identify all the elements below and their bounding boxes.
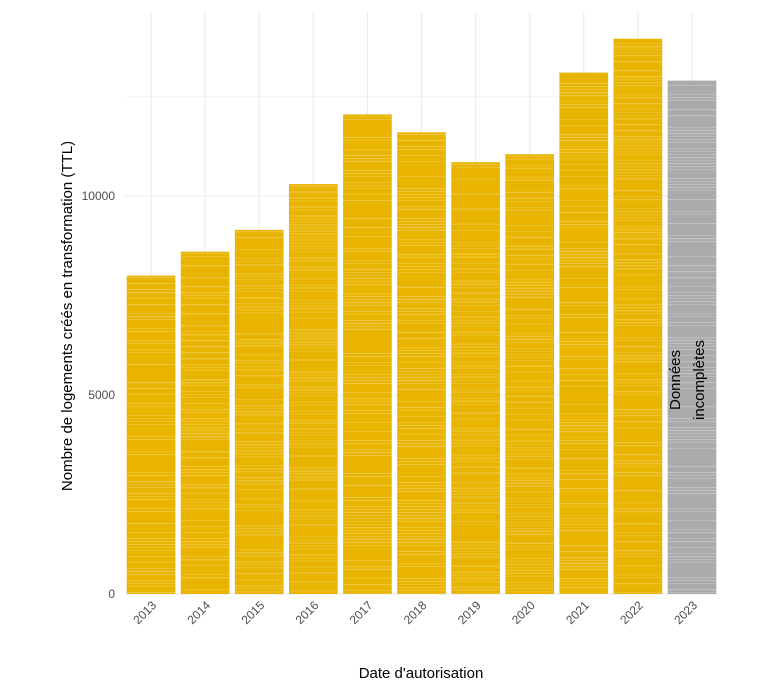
bar-texture xyxy=(559,83,609,594)
bar-rect xyxy=(343,114,392,594)
bar-2018 xyxy=(397,132,446,594)
x-tick-label: 2023 xyxy=(671,598,700,627)
x-axis-title: Date d'autorisation xyxy=(359,665,484,682)
x-tick-label: 2019 xyxy=(455,598,484,627)
bar-rect xyxy=(234,229,284,594)
bar-2020 xyxy=(505,154,555,594)
x-tick-label: 2018 xyxy=(401,598,430,627)
bar-texture xyxy=(126,277,176,594)
x-tick-label: 2016 xyxy=(293,598,322,627)
x-tick-labels: 2013 2014 2015 2016 2017 2018 2019 2020 2021 2022… xyxy=(130,598,700,627)
bars xyxy=(126,38,717,595)
x-tick-label: 2021 xyxy=(563,598,592,627)
bar-texture xyxy=(451,163,500,594)
x-tick-label: 2020 xyxy=(509,598,538,627)
bar-2022 xyxy=(613,38,663,595)
y-axis-title: Nombre de logements créés en transformat… xyxy=(59,141,76,491)
bar-texture xyxy=(180,253,230,591)
bar-texture xyxy=(397,133,446,594)
y-tick-label: 5000 xyxy=(88,388,115,402)
bar-rect xyxy=(180,251,230,594)
bar-2021 xyxy=(559,72,609,595)
bar-2016 xyxy=(288,184,338,594)
annotation-line: Données xyxy=(667,350,684,410)
bar-rect xyxy=(451,162,500,595)
bar-texture xyxy=(613,43,663,594)
bar-rect xyxy=(667,80,717,594)
y-tick-labels: 0 5000 10000 xyxy=(82,189,116,601)
x-tick-label: 2022 xyxy=(617,598,646,627)
incomplete-data-annotation: Données incomplètes xyxy=(667,340,708,420)
annotation-line: incomplètes xyxy=(691,340,708,420)
bar-2015 xyxy=(234,229,284,594)
x-tick-label: 2013 xyxy=(130,598,159,627)
x-tick-label: 2014 xyxy=(184,598,213,627)
bar-texture xyxy=(234,231,284,593)
bar-2014 xyxy=(180,251,230,594)
y-tick-label: 10000 xyxy=(82,189,116,203)
x-tick-label: 2017 xyxy=(347,598,376,627)
bar-texture xyxy=(667,85,717,593)
bar-texture xyxy=(343,116,392,594)
bar-texture xyxy=(288,185,338,592)
bar-2017 xyxy=(343,114,392,594)
bar-rect xyxy=(559,72,609,595)
bar-rect xyxy=(126,275,176,594)
bar-2019 xyxy=(451,162,500,595)
bar-rect xyxy=(397,132,446,594)
x-tick-label: 2015 xyxy=(239,598,268,627)
bar-rect xyxy=(288,184,338,594)
bar-2023 xyxy=(667,80,717,594)
bar-texture xyxy=(505,155,555,592)
y-tick-label: 0 xyxy=(108,587,115,601)
bar-rect xyxy=(505,154,555,594)
bar-2013 xyxy=(126,275,176,594)
bar-rect xyxy=(613,38,663,595)
